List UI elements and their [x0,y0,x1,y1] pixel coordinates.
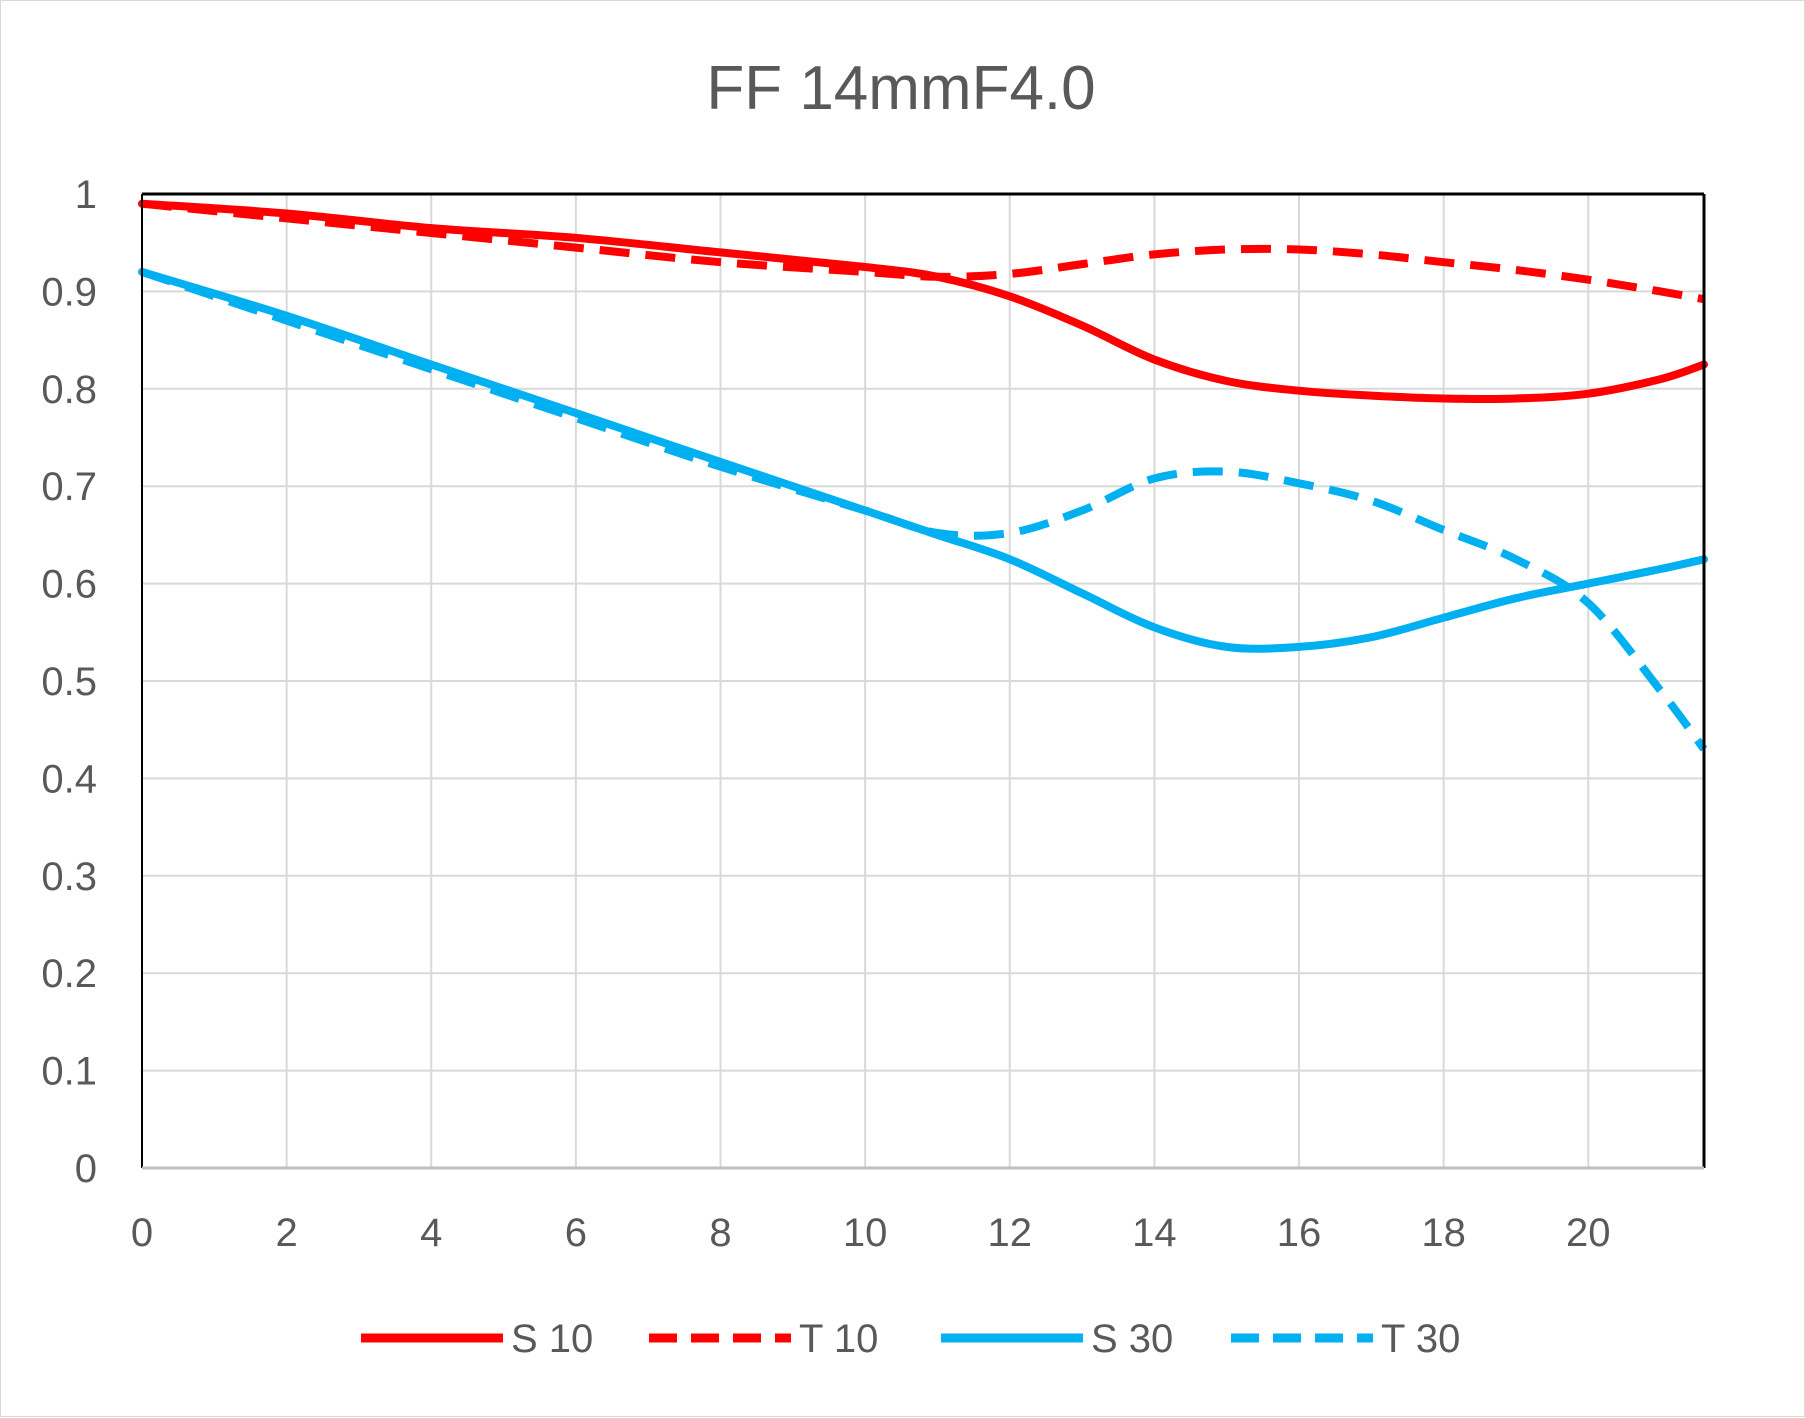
legend-item: T 30 [1231,1317,1460,1361]
x-tick-label: 20 [1566,1211,1611,1255]
legend-item: T 10 [649,1317,878,1361]
y-tick-label: 0.2 [41,952,97,996]
x-tick-label: 8 [709,1211,731,1255]
x-tick-label: 10 [843,1211,888,1255]
x-tick-label: 16 [1277,1211,1322,1255]
legend-label: T 10 [799,1317,878,1361]
y-tick-label: 0.7 [41,465,97,509]
x-axis-ticks: 0 2 4 6 8 10 12 14 16 18 20 [131,1211,1611,1255]
legend-label: T 30 [1381,1317,1460,1361]
series-lines [138,199,1708,752]
chart-title: FF 14mmF4.0 [706,54,1095,123]
y-axis-ticks: 0 0.1 0.2 0.3 0.4 0.5 0.6 0.7 0.8 0.9 1 [41,173,97,1191]
series-line-s-10 [138,199,1708,404]
y-tick-label: 0.3 [41,855,97,899]
y-tick-label: 0.4 [41,757,97,801]
legend-item: S 10 [361,1317,593,1361]
x-tick-label: 6 [565,1211,587,1255]
x-tick-label: 0 [131,1211,153,1255]
x-tick-label: 18 [1421,1211,1466,1255]
plot-border [141,192,1706,1170]
grid-lines [141,193,1704,1169]
legend: S 10 T 10 S 30 T 30 [361,1317,1460,1361]
y-tick-label: 0.6 [41,563,97,607]
y-tick-label: 0.5 [41,660,97,704]
series-line-t-30 [140,268,1708,752]
x-tick-label: 12 [988,1211,1033,1255]
x-tick-label: 2 [276,1211,298,1255]
legend-label: S 10 [511,1317,593,1361]
series-line-s-30 [138,267,1708,653]
x-tick-label: 14 [1132,1211,1177,1255]
y-tick-label: 0 [75,1147,97,1191]
y-tick-label: 0.1 [41,1050,97,1094]
y-tick-label: 0.9 [41,270,97,314]
x-tick-label: 4 [420,1211,442,1255]
y-tick-label: 0.8 [41,368,97,412]
legend-item: S 30 [941,1317,1173,1361]
legend-label: S 30 [1091,1317,1173,1361]
series-line-t-10 [141,199,1705,304]
y-tick-label: 1 [75,173,97,217]
